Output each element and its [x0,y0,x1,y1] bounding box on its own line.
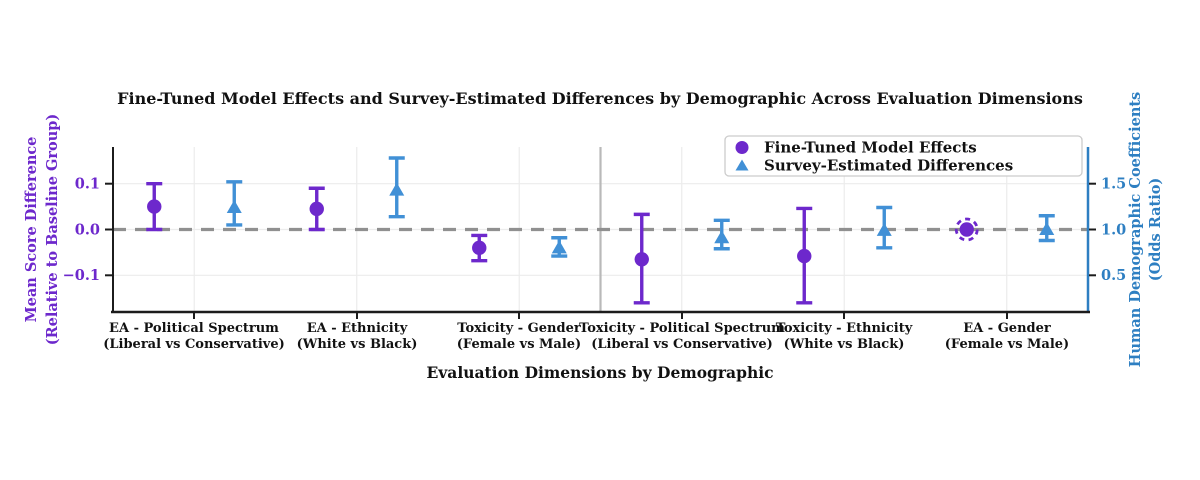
category-label: (Female vs Male) [945,337,1069,352]
data-point-triangle [714,230,730,244]
chart-title: Fine-Tuned Model Effects and Survey-Esti… [117,89,1083,108]
legend-box [724,135,1083,177]
data-point-circle [472,240,487,256]
data-point-circle [634,252,649,267]
right-tick-label-1: 1.0 [1101,221,1126,238]
triangle-icon [735,159,749,171]
category-label: Toxicity - Political Spectrum [579,321,785,336]
category-label: Toxicity - Gender [457,321,581,336]
x-category-labels: EA - Political Spectrum (Liberal vs Cons… [103,321,1069,352]
left-tick-label-2: −0.1 [63,267,100,284]
errorbar-dashed [954,217,979,242]
right-tick-label-0: 1.5 [1101,176,1126,193]
category-label: (White vs Black) [784,337,905,352]
right-tick-label-2: 0.5 [1101,267,1126,284]
left-tick-marks [105,182,112,277]
left-tick-label-0: 0.1 [75,176,100,193]
plot-area [113,147,1088,312]
circle-icon [735,141,749,154]
data-point-triangle [1039,222,1055,235]
legend-label-model: Fine-Tuned Model Effects [764,139,977,157]
left-axis-label-line1: Mean Score Difference [23,137,40,323]
data-point-circle [147,199,162,214]
category-label: EA - Ethnicity [307,321,408,336]
left-tick-label-1: 0.0 [75,221,100,238]
data-point-circle [309,201,324,217]
right-axis-label-line2: (Odds Ratio) [1147,178,1164,282]
data-point-circle [959,222,974,237]
category-label: EA - Gender [963,321,1051,336]
left-axis-label-line2: (Relative to Baseline Group) [44,114,61,345]
right-axis-label-line1: Human Demographic Coefficients [1127,92,1144,367]
x-tick-marks [193,312,1008,319]
data-point-triangle [876,222,892,236]
data-point-circle [797,248,812,264]
category-label: (White vs Black) [297,337,418,352]
category-label: (Liberal vs Conservative) [591,337,773,352]
category-label: Toxicity - Ethnicity [776,321,913,336]
category-label: (Female vs Male) [457,337,581,352]
x-axis-title: Evaluation Dimensions by Demographic [426,363,773,382]
legend: Fine-Tuned Model Effects Survey-Estimate… [724,135,1083,177]
data-point-triangle [551,240,567,254]
legend-label-survey: Survey-Estimated Differences [764,157,1013,175]
data-point-triangle [226,200,242,213]
data-point-triangle [389,182,405,196]
category-label: EA - Political Spectrum [109,321,279,336]
category-label: (Liberal vs Conservative) [103,337,285,352]
right-tick-marks [1089,182,1096,277]
